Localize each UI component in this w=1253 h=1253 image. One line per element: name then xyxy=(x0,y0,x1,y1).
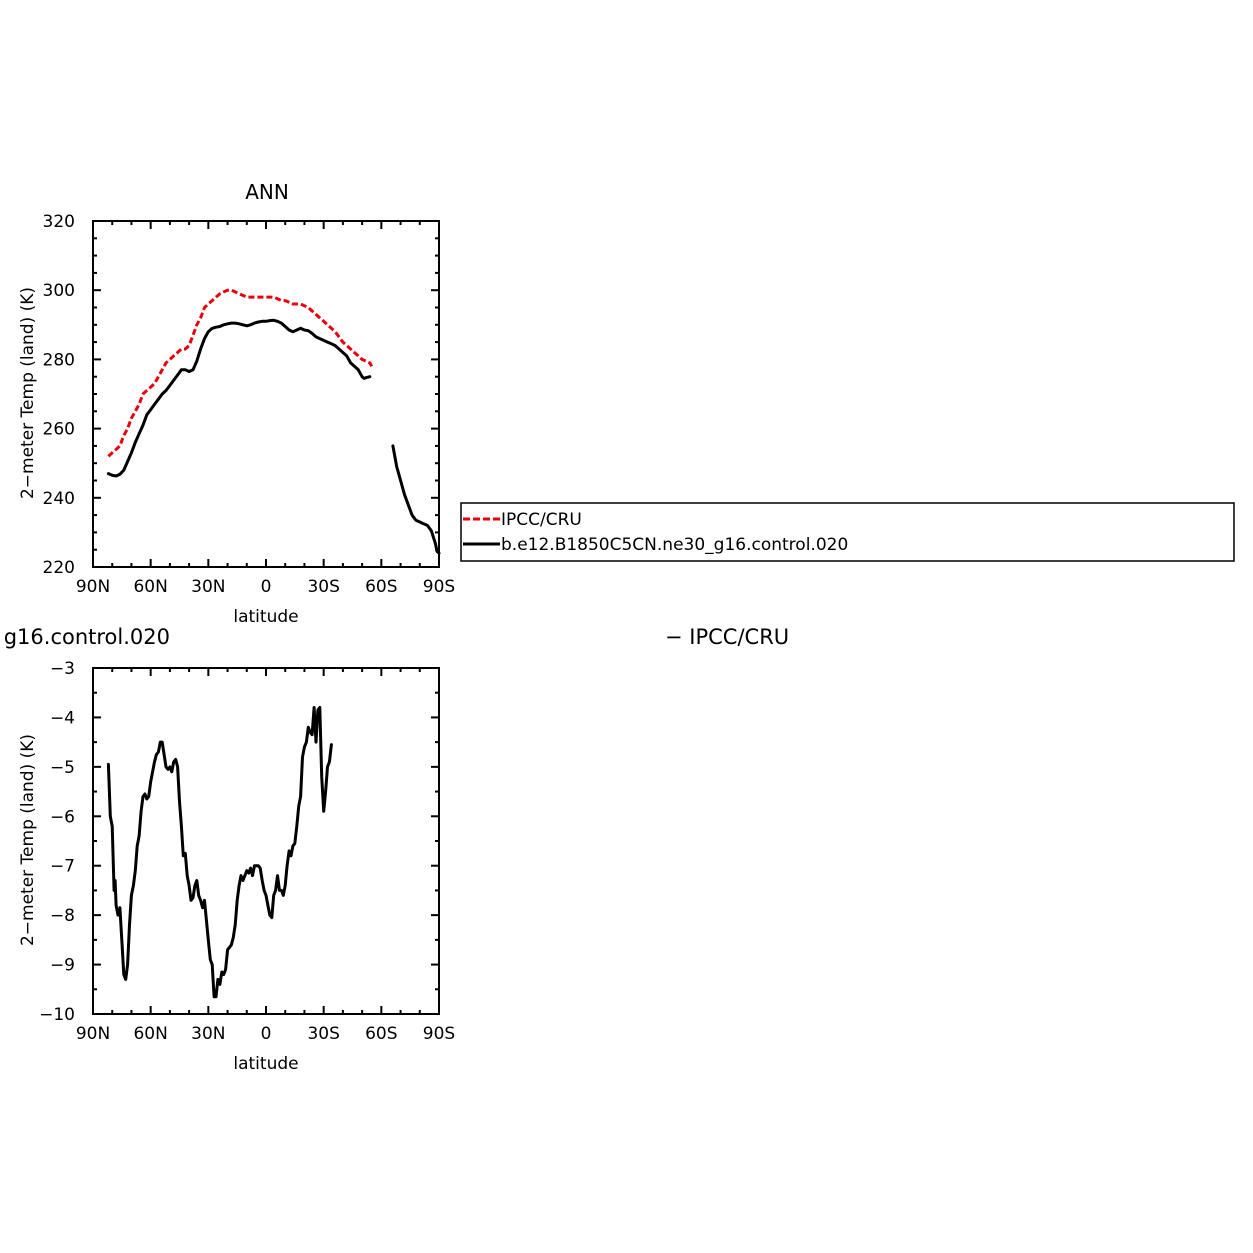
top-chart-xtick-label: 0 xyxy=(261,577,272,597)
top-chart-xtick-label: 60S xyxy=(365,577,397,597)
top-chart-xlabel: latitude xyxy=(233,607,298,627)
bottom-chart-series-line-0 xyxy=(106,706,333,999)
top-chart-xtick-label: 60N xyxy=(133,577,167,597)
top-chart-title: ANN xyxy=(245,180,289,204)
bottom-chart-ytick-label: −3 xyxy=(50,659,75,679)
bottom-chart-ytick-label: −4 xyxy=(50,708,75,728)
top-chart-ytick-label: 320 xyxy=(43,212,75,232)
top-chart-ytick-label: 220 xyxy=(43,558,75,578)
bottom-chart-series xyxy=(106,706,333,999)
top-chart-ytick-label: 280 xyxy=(43,350,75,370)
legend-box xyxy=(460,502,1235,562)
bottom-chart-ylabel: 2−meter Temp (land) (K) xyxy=(18,734,38,946)
bottom-chart-xtick-label: 0 xyxy=(261,1024,272,1044)
legend: IPCC/CRU b.e12.B1850C5CN.ne30_g16.contro… xyxy=(460,502,1235,562)
bottom-chart-frame xyxy=(92,667,440,1015)
bottom-chart-ytick-label: −5 xyxy=(50,758,75,778)
bottom-chart-xtick-label: 60N xyxy=(133,1024,167,1044)
bottom-chart-ytick-label: −8 xyxy=(50,906,75,926)
bottom-chart-ytick-label: −9 xyxy=(50,956,75,976)
bottom-chart-xtick-label: 30S xyxy=(307,1024,339,1044)
top-chart-ytick-label: 300 xyxy=(43,281,75,301)
legend-label-ipcc: IPCC/CRU xyxy=(501,510,582,530)
top-chart-series-line-1 xyxy=(391,444,441,555)
legend-label-model: b.e12.B1850C5CN.ne30_g16.control.020 xyxy=(501,535,848,555)
top-chart-ylabel: 2−meter Temp (land) (K) xyxy=(18,287,38,499)
top-chart-ytick-label: 260 xyxy=(43,420,75,440)
bottom-chart-ticks: 90N 60N 30N 0 30S 60S 90S −10 −9 −8 −7 −6 −5 −4 −3 xyxy=(39,659,455,1044)
bottom-chart-xtick-label: 90S xyxy=(423,1024,455,1044)
bottom-chart-title-left: g16.control.020 xyxy=(4,625,170,649)
bottom-chart-panel: g16.control.020 − IPCC/CRU 2−meter Temp … xyxy=(4,625,789,1074)
top-chart-xtick-label: 30S xyxy=(307,577,339,597)
bottom-chart-ytick-label: −7 xyxy=(50,857,75,877)
bottom-chart-xtick-label: 60S xyxy=(365,1024,397,1044)
top-chart-xtick-label: 30N xyxy=(191,577,225,597)
bottom-chart-xlabel: latitude xyxy=(233,1054,298,1074)
top-chart-panel: ANN 2−meter Temp (land) (K) latitude 90N… xyxy=(18,180,455,627)
top-chart-series-line-0 xyxy=(107,288,374,458)
bottom-chart-title-right: − IPCC/CRU xyxy=(665,625,789,649)
top-chart-ticks: 90N 60N 30N 0 30S 60S 90S 220 240 260 280 300 320 xyxy=(43,212,456,597)
top-chart-xtick-label: 90S xyxy=(423,577,455,597)
bottom-chart-ytick-label: −6 xyxy=(50,807,75,827)
top-chart-series-line-1 xyxy=(106,318,372,478)
bottom-chart-ytick-label: −10 xyxy=(39,1005,75,1025)
top-chart-ytick-label: 240 xyxy=(43,489,75,509)
top-chart-series xyxy=(106,288,441,555)
top-chart-frame xyxy=(92,220,440,568)
bottom-chart-xtick-label: 90N xyxy=(76,1024,110,1044)
top-chart-xtick-label: 90N xyxy=(76,577,110,597)
bottom-chart-xtick-label: 30N xyxy=(191,1024,225,1044)
